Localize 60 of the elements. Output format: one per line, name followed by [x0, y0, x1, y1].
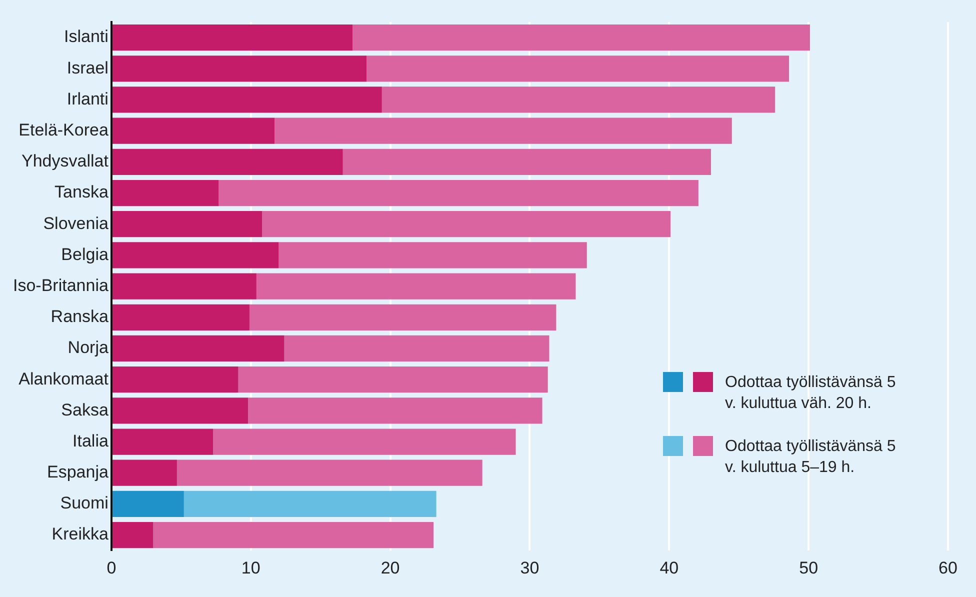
y-tick-label: Kreikka	[52, 524, 109, 544]
bar	[262, 211, 671, 238]
bar	[238, 366, 548, 393]
bar	[213, 428, 516, 455]
bar	[366, 56, 790, 82]
bar	[274, 118, 732, 144]
bar	[112, 522, 154, 548]
bar	[112, 304, 250, 330]
y-tick-label: Iso-Britannia	[12, 276, 109, 295]
y-tick-label: Suomi	[60, 494, 108, 513]
bar	[112, 366, 238, 393]
bar	[112, 273, 256, 300]
x-tick-label: 30	[520, 558, 540, 578]
legend-label: Odottaa työllistävänsä 5 v. kuluttua väh. 20 h.	[725, 373, 897, 414]
y-tick-label: Yhdysvallat	[21, 152, 109, 171]
bar	[248, 398, 542, 424]
bar	[112, 180, 219, 206]
x-tick-label: 50	[799, 558, 818, 578]
x-tick-label: 40	[660, 558, 679, 578]
bar	[218, 180, 698, 206]
bar	[112, 335, 284, 362]
bar	[112, 211, 262, 238]
y-tick-label: Tanska	[54, 182, 109, 202]
bar	[112, 242, 279, 268]
y-tick-label: Italia	[72, 431, 109, 450]
y-tick-label: Espanja	[46, 462, 109, 482]
y-tick-label: Alankomaat	[18, 369, 109, 388]
y-tick-label: Ranska	[50, 307, 109, 326]
bar	[112, 398, 248, 424]
y-tick-label: Norja	[68, 338, 109, 358]
bar	[112, 86, 382, 113]
bar	[176, 460, 482, 486]
bar	[112, 428, 214, 455]
bar	[352, 24, 810, 51]
bar	[184, 490, 436, 518]
y-tick-label: Irlanti	[66, 89, 108, 108]
bar	[112, 56, 367, 82]
bar	[112, 490, 184, 518]
y-tick-label: Slovenia	[43, 214, 109, 233]
x-tick-label: 10	[241, 558, 260, 578]
bar	[342, 148, 711, 175]
bar	[249, 304, 556, 330]
y-tick-label: Etelä-Korea	[18, 120, 109, 140]
y-tick-label: Islanti	[64, 27, 108, 46]
y-tick-label: Belgia	[61, 244, 109, 264]
x-tick-label: 60	[938, 558, 958, 578]
x-tick-label: 20	[380, 558, 400, 578]
bar	[284, 335, 550, 362]
x-tick-label: 0	[106, 558, 116, 578]
bar	[112, 24, 353, 51]
bar	[382, 86, 776, 113]
y-tick-label: Saksa	[61, 400, 109, 420]
bar	[112, 148, 343, 175]
bar	[112, 460, 177, 486]
y-tick-label: Israel	[66, 58, 108, 78]
bar	[256, 273, 576, 300]
bar	[278, 242, 587, 268]
bar	[112, 118, 275, 144]
legend-label: Odottaa työllistävänsä 5 v. kuluttua 5–19 h.	[725, 437, 897, 478]
bar	[153, 522, 434, 548]
